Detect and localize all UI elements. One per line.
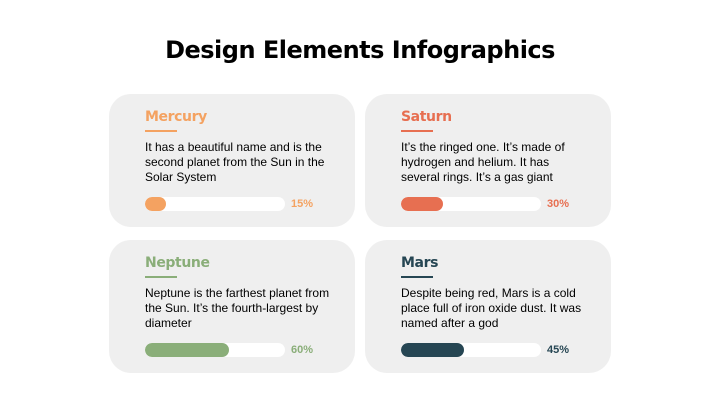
title-underline [401, 130, 433, 132]
card-description: It’s the ringed one. It’s made of hydrog… [401, 140, 565, 184]
progress-track [145, 197, 285, 211]
percent-label: 60% [291, 344, 314, 356]
progress-track [401, 197, 541, 211]
card-mars: Mars Despite being red, Mars is a cold p… [365, 240, 611, 373]
card-description: Neptune is the farthest planet from the … [145, 286, 330, 330]
title-underline [145, 130, 177, 132]
card-description: It has a beautiful name and is the secon… [145, 140, 325, 184]
progress-track [401, 343, 541, 357]
progress-track [145, 343, 285, 357]
card-title: Saturn [401, 109, 452, 125]
progress-fill [401, 197, 443, 211]
progress-fill [401, 343, 464, 357]
card-neptune: Neptune Neptune is the farthest planet f… [109, 240, 355, 373]
card-title: Mars [401, 255, 439, 271]
card-description: Despite being red, Mars is a cold place … [401, 286, 582, 330]
card-title: Neptune [145, 255, 210, 271]
card-saturn: Saturn It’s the ringed one. It’s made of… [365, 94, 611, 227]
percent-label: 30% [547, 198, 570, 210]
percent-label: 45% [547, 344, 570, 356]
card-title: Mercury [145, 109, 207, 125]
page-title: Design Elements Infographics [165, 36, 555, 64]
progress-fill [145, 197, 166, 211]
title-underline [401, 276, 433, 278]
percent-label: 15% [291, 198, 314, 210]
card-mercury: Mercury It has a beautiful name and is t… [109, 94, 355, 227]
title-underline [145, 276, 177, 278]
progress-fill [145, 343, 229, 357]
